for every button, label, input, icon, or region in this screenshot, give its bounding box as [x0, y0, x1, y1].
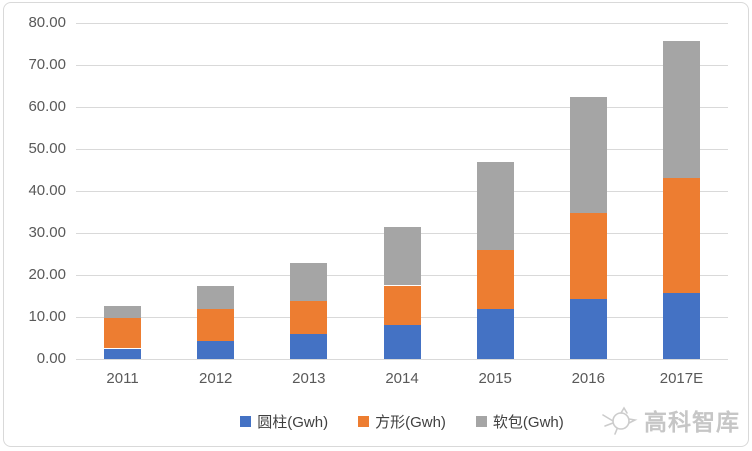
x-axis-tick-label: 2014 [385, 370, 419, 387]
y-axis-tick-label: 0.00 [36, 350, 66, 367]
bar-segment-2014-方形(Gwh) [383, 285, 421, 325]
y-axis-tick-label: 20.00 [28, 266, 66, 283]
bar-segment-2011-方形(Gwh) [104, 318, 142, 349]
x-axis-tick-label: 2015 [478, 370, 512, 387]
y-axis-tick-label: 40.00 [28, 182, 66, 199]
legend-swatch [358, 416, 370, 427]
legend-label: 圆柱(Gwh) [257, 414, 329, 431]
watermark-text: 高科智库 [644, 409, 740, 435]
gridline [76, 106, 728, 108]
bar-segment-2012-圆柱(Gwh) [197, 340, 235, 359]
watermark: 高科智库 [595, 403, 744, 437]
bar-segment-2016-软包(Gwh) [569, 96, 607, 213]
bar-segment-2016-方形(Gwh) [569, 212, 607, 299]
bar-segment-2015-圆柱(Gwh) [476, 309, 514, 359]
bar-segment-2011-软包(Gwh) [104, 305, 142, 319]
y-axis-tick-label: 50.00 [28, 140, 66, 157]
gridline [76, 358, 728, 360]
legend-item: 圆柱(Gwh) [240, 411, 328, 432]
legend-label: 方形(Gwh) [375, 414, 446, 431]
x-axis-tick-label: 2017E [659, 370, 704, 387]
bar-segment-2016-圆柱(Gwh) [569, 298, 607, 359]
gridline [76, 148, 728, 150]
legend-item: 方形(Gwh) [358, 411, 446, 432]
rooster-sketch-icon [602, 406, 638, 435]
y-axis-tick-label: 30.00 [28, 224, 66, 241]
bar-segment-2013-圆柱(Gwh) [290, 333, 328, 359]
bar-segment-2014-软包(Gwh) [383, 226, 421, 286]
bar-segment-2011-圆柱(Gwh) [104, 348, 142, 359]
bar-segment-2012-软包(Gwh) [197, 285, 235, 310]
legend-label: 软包(Gwh) [492, 414, 564, 431]
bar-segment-2013-软包(Gwh) [290, 263, 328, 302]
bar-segment-2017E-软包(Gwh) [662, 41, 700, 179]
gridline [76, 190, 728, 192]
chart-legend: 圆柱(Gwh) 方形(Gwh) 软包(Gwh) [76, 411, 728, 432]
bar-segment-2015-方形(Gwh) [476, 249, 514, 310]
legend-swatch [240, 416, 252, 427]
bar-segment-2013-方形(Gwh) [290, 301, 328, 334]
legend-item: 软包(Gwh) [475, 411, 564, 432]
y-axis-tick-label: 70.00 [28, 56, 66, 73]
gridline [76, 22, 728, 24]
bar-segment-2012-方形(Gwh) [197, 309, 235, 341]
y-axis-tick-label: 60.00 [28, 98, 66, 115]
x-axis-tick-label: 2013 [292, 370, 326, 387]
x-axis-tick-label: 2012 [199, 370, 233, 387]
x-axis-tick-label: 2016 [571, 370, 605, 387]
bar-segment-2017E-圆柱(Gwh) [662, 293, 700, 359]
bar-segment-2014-圆柱(Gwh) [383, 324, 421, 359]
legend-swatch [475, 416, 487, 427]
bar-segment-2017E-方形(Gwh) [662, 178, 700, 294]
y-axis-tick-label: 80.00 [28, 14, 66, 31]
y-axis-tick-label: 10.00 [28, 308, 66, 325]
gridline [76, 64, 728, 66]
x-axis-tick-label: 2011 [106, 370, 139, 387]
bar-segment-2015-软包(Gwh) [476, 162, 514, 250]
